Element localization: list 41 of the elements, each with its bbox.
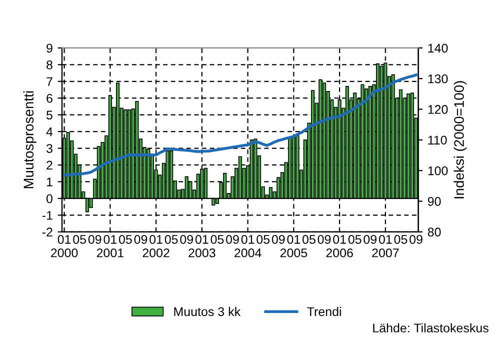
- x-tick-label: 09: [410, 234, 422, 244]
- y-tick-label: -1: [42, 211, 52, 220]
- x-tick-label: 05: [73, 234, 86, 244]
- y2-tick-label: 140: [428, 44, 448, 53]
- y-tick-label: 7: [46, 77, 52, 86]
- y-tick-label: -2: [42, 228, 52, 236]
- y-tick-label: 5: [46, 110, 52, 120]
- x-tick-label: 05: [348, 234, 362, 244]
- x-tick-label: 09: [272, 234, 285, 244]
- x-tick-label: 09: [318, 234, 331, 244]
- y-tick-label: 6: [46, 94, 52, 103]
- x-tick-label: 05: [164, 234, 178, 244]
- y2-tick-label: 120: [428, 105, 448, 114]
- y2-tick-label: 110: [428, 136, 447, 145]
- x-tick-label: 09: [364, 234, 377, 244]
- y2-tick-label: 90: [428, 197, 441, 206]
- x-tick-label: 05: [394, 234, 408, 244]
- x-tick-label: 05: [302, 234, 316, 244]
- y2-axis-title: Indeksi (2000=100): [454, 81, 467, 198]
- text: Lähde: Tilastokeskus: [373, 323, 488, 332]
- x-tick-label: 09: [226, 234, 239, 244]
- y-tick-label: 9: [46, 44, 52, 53]
- x-tick-label: 09: [134, 234, 148, 244]
- y-tick-label: 4: [46, 127, 53, 136]
- y-tick-label: 8: [46, 60, 52, 70]
- line-series: [62, 74, 418, 177]
- y2-tick-label: 80: [428, 228, 441, 237]
- x-tick-label: 05: [118, 234, 132, 244]
- x-tick-label: 05: [256, 234, 270, 244]
- y-tick-label: 2: [46, 160, 52, 170]
- y2-tick-label: 100: [428, 166, 448, 176]
- y-axis-title: Muutosprosentti: [23, 91, 36, 188]
- legend-label: Trendi: [307, 306, 341, 316]
- y2-tick-label: 130: [428, 74, 448, 84]
- x-tick-label: 05: [210, 234, 224, 244]
- x-tick-label: 09: [88, 234, 102, 244]
- x-tick-label: 09: [180, 234, 193, 244]
- y-tick-label: 3: [46, 144, 52, 153]
- y-tick-label: 1: [46, 178, 52, 186]
- legend-label: Muutos 3 kk: [174, 306, 241, 316]
- y-tick-label: 0: [46, 194, 52, 204]
